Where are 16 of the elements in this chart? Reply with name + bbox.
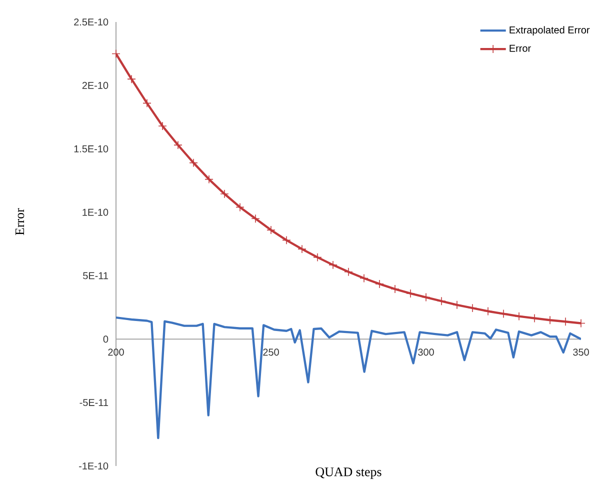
y-tick-label: 1E-10	[82, 208, 108, 216]
y-tick-label: -1E-10	[79, 462, 108, 470]
x-tick-label: 200	[108, 348, 124, 356]
x-tick-label: 250	[263, 348, 279, 356]
legend-label: Extrapolated Error	[510, 26, 590, 36]
y-tick-label: 1.5E-10	[74, 145, 108, 152]
y-tick-label: 5E-11	[83, 272, 108, 280]
y-tick-label: 2.5E-10	[74, 18, 108, 26]
x-tick-label: 300	[418, 348, 434, 356]
y-tick-label: -5E-11	[80, 399, 108, 406]
x-tick-label: 350	[573, 348, 589, 356]
legend-label: Error	[510, 44, 531, 52]
x-axis-title: QUAD steps	[316, 468, 382, 479]
y-tick-label: 0	[103, 336, 108, 343]
y-axis-title: Error	[16, 208, 24, 236]
y-tick-label: 2E-10	[82, 82, 108, 89]
